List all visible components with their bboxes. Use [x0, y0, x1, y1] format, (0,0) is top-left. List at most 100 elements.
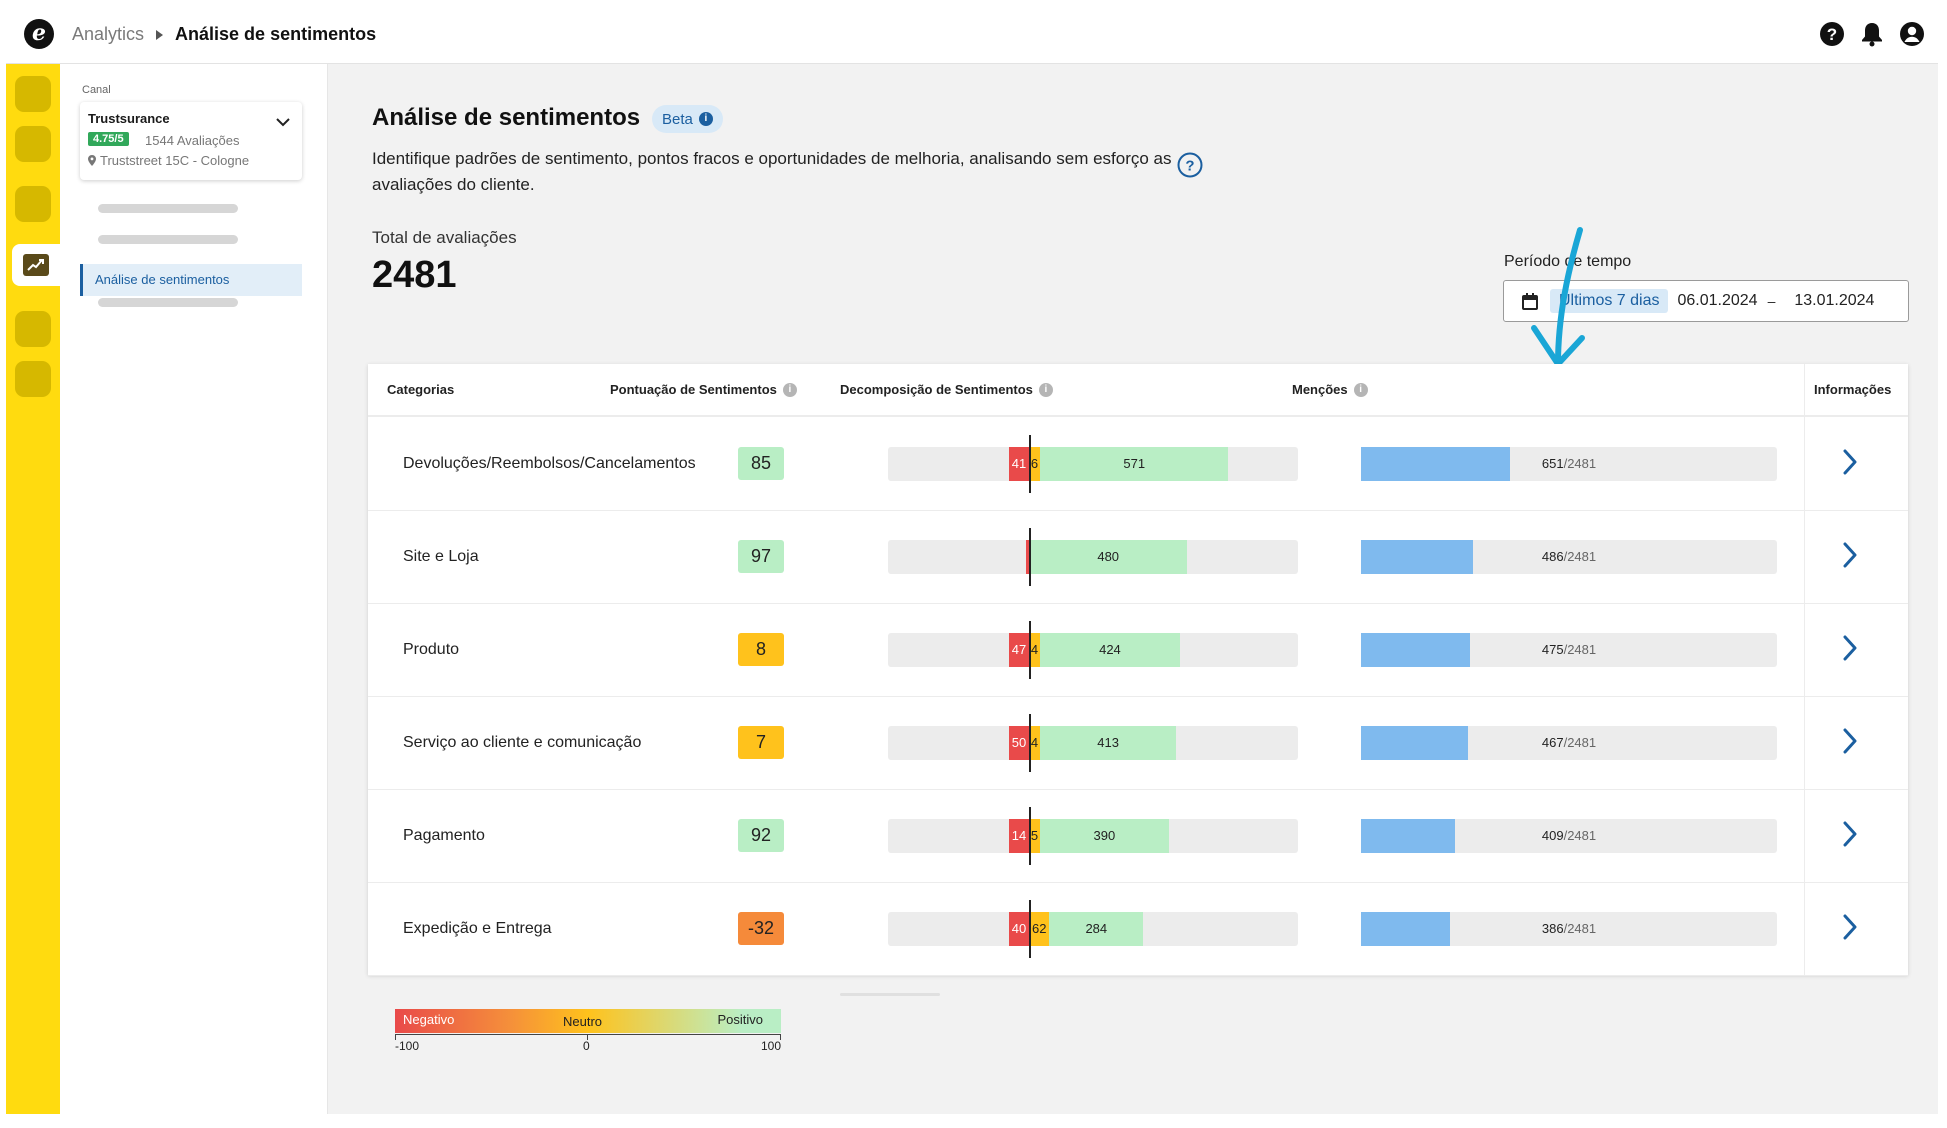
rail-item-analytics[interactable]: [12, 244, 60, 286]
mentions-total: /2481: [1563, 921, 1597, 936]
rail-item[interactable]: [15, 186, 51, 222]
negative-segment[interactable]: 47: [1009, 633, 1029, 667]
legend-tick-labels: -100 0 100: [395, 1035, 781, 1053]
date-range-picker[interactable]: Últimos 7 dias 06.01.2024 – 13.01.2024: [1503, 280, 1909, 322]
nav-placeholder[interactable]: [98, 298, 238, 307]
mentions-bar[interactable]: 651/2481: [1361, 447, 1777, 481]
top-icons: ?: [1818, 20, 1926, 48]
rail-item[interactable]: [15, 76, 51, 112]
positive-segment[interactable]: 571: [1040, 447, 1229, 481]
chevron-right-icon[interactable]: [1842, 914, 1858, 940]
mentions-total: /2481: [1563, 735, 1597, 750]
mentions-bar[interactable]: 475/2481: [1361, 633, 1777, 667]
negative-segment[interactable]: 40: [1009, 912, 1029, 946]
app-logo[interactable]: e: [24, 19, 54, 49]
mentions-bar[interactable]: 467/2481: [1361, 726, 1777, 760]
neutral-segment[interactable]: 5: [1029, 819, 1040, 853]
header-score: Pontuação de Sentimentos i: [610, 364, 797, 415]
sentiment-score: 7: [738, 726, 784, 759]
zero-marker: [1029, 528, 1031, 586]
nav-item-sentiment-analysis[interactable]: Análise de sentimentos: [80, 264, 302, 296]
rail-item[interactable]: [15, 126, 51, 162]
calendar-icon: [1522, 292, 1538, 310]
mentions-text: 386/2481: [1361, 912, 1777, 946]
sentiment-decomposition-bar[interactable]: 47 4 424: [888, 633, 1298, 667]
breadcrumb-parent[interactable]: Analytics: [72, 24, 145, 44]
rail-item[interactable]: [15, 361, 51, 397]
period-separator: –: [1767, 293, 1776, 309]
mentions-bar-fill: [1361, 540, 1473, 574]
header-decomposition: Decomposição de Sentimentos i: [840, 364, 1053, 415]
period-preset-chip[interactable]: Últimos 7 dias: [1550, 289, 1669, 313]
sentiment-score: 8: [738, 633, 784, 666]
mentions-bar[interactable]: 386/2481: [1361, 912, 1777, 946]
nav-placeholder[interactable]: [98, 235, 238, 244]
neutral-segment[interactable]: 4: [1029, 726, 1040, 760]
sentiment-score: 85: [738, 447, 784, 480]
legend-min: -100: [395, 1039, 420, 1053]
sentiment-decomposition-bar[interactable]: 40 62 284: [888, 912, 1298, 946]
mentions-count: 467: [1541, 735, 1564, 750]
mentions-total: /2481: [1563, 642, 1597, 657]
chevron-right-icon[interactable]: [1842, 821, 1858, 847]
mentions-count: 475: [1541, 642, 1564, 657]
negative-segment[interactable]: 14: [1009, 819, 1029, 853]
mentions-bar-fill: [1361, 447, 1511, 481]
sentiment-decomposition-bar[interactable]: 50 4 413: [888, 726, 1298, 760]
header-info: Informações: [1814, 364, 1891, 415]
negative-segment[interactable]: [1026, 540, 1029, 574]
mentions-bar[interactable]: 409/2481: [1361, 819, 1777, 853]
info-icon[interactable]: i: [1038, 382, 1053, 397]
info-icon[interactable]: i: [782, 382, 797, 397]
help-circle-icon[interactable]: ?: [1177, 152, 1203, 183]
total-reviews-label: Total de avaliações: [372, 228, 517, 247]
annotation-arrow-icon: [1531, 227, 1585, 367]
info-icon[interactable]: i: [1353, 382, 1368, 397]
chevron-right-icon[interactable]: [1842, 728, 1858, 754]
legend-negative: Negativo: [403, 1012, 455, 1027]
side-panel: Canal Trustsurance 4.75/5 1544 Avaliaçõe…: [60, 64, 328, 1114]
chevron-down-icon[interactable]: [276, 114, 290, 132]
chevron-right-icon[interactable]: [1842, 542, 1858, 568]
positive-segment[interactable]: 413: [1040, 726, 1177, 760]
help-icon[interactable]: ?: [1818, 20, 1846, 48]
sentiment-decomposition-bar[interactable]: 480: [888, 540, 1298, 574]
page-title: Análise de sentimentos: [372, 104, 641, 131]
neutral-segment[interactable]: 62: [1029, 912, 1050, 946]
zero-marker: [1029, 900, 1031, 958]
table-row: Devoluções/Reembolsos/Cancelamentos 85 41 6…: [368, 417, 1908, 511]
negative-segment[interactable]: 50: [1009, 726, 1029, 760]
app-frame: e Analytics Análise de sentimentos ?: [6, 4, 1938, 1114]
nav-placeholder[interactable]: [98, 204, 238, 213]
chevron-right-icon[interactable]: [1842, 449, 1858, 475]
header-info-label: Informações: [1814, 382, 1892, 397]
legend-positive: Positivo: [717, 1012, 763, 1027]
sentiment-decomposition-bar[interactable]: 41 6 571: [888, 447, 1298, 481]
chevron-right-icon[interactable]: [1842, 635, 1858, 661]
user-icon[interactable]: [1898, 20, 1926, 48]
main-content: Análise de sentimentos Beta i Identifiqu…: [328, 64, 1938, 1114]
category-name: Site e Loja: [403, 548, 479, 565]
column-divider: [1804, 364, 1805, 975]
mentions-text: 651/2481: [1361, 447, 1777, 481]
mentions-bar[interactable]: 486/2481: [1361, 540, 1777, 574]
period-end-date[interactable]: 13.01.2024: [1794, 292, 1875, 309]
legend-mid: 0: [583, 1039, 590, 1053]
positive-segment[interactable]: 390: [1040, 819, 1169, 853]
beta-badge[interactable]: Beta i: [652, 105, 723, 133]
rail-item[interactable]: [15, 311, 51, 347]
mentions-count: 486: [1541, 549, 1564, 564]
positive-segment[interactable]: 284: [1049, 912, 1144, 946]
negative-segment[interactable]: 41: [1009, 447, 1029, 481]
bell-icon[interactable]: [1858, 20, 1886, 48]
channel-selector[interactable]: Trustsurance 4.75/5 1544 Avaliações Trus…: [80, 102, 302, 180]
sentiment-decomposition-bar[interactable]: 14 5 390: [888, 819, 1298, 853]
positive-segment[interactable]: 424: [1040, 633, 1180, 667]
period-start-date[interactable]: 06.01.2024: [1677, 292, 1758, 309]
zero-marker: [1029, 714, 1031, 772]
table-row: Pagamento 92 14 5 390 409/2481: [368, 789, 1908, 883]
neutral-segment[interactable]: 4: [1029, 633, 1040, 667]
positive-segment[interactable]: 480: [1029, 540, 1188, 574]
svg-text:?: ?: [1185, 158, 1194, 175]
neutral-segment[interactable]: 6: [1029, 447, 1040, 481]
